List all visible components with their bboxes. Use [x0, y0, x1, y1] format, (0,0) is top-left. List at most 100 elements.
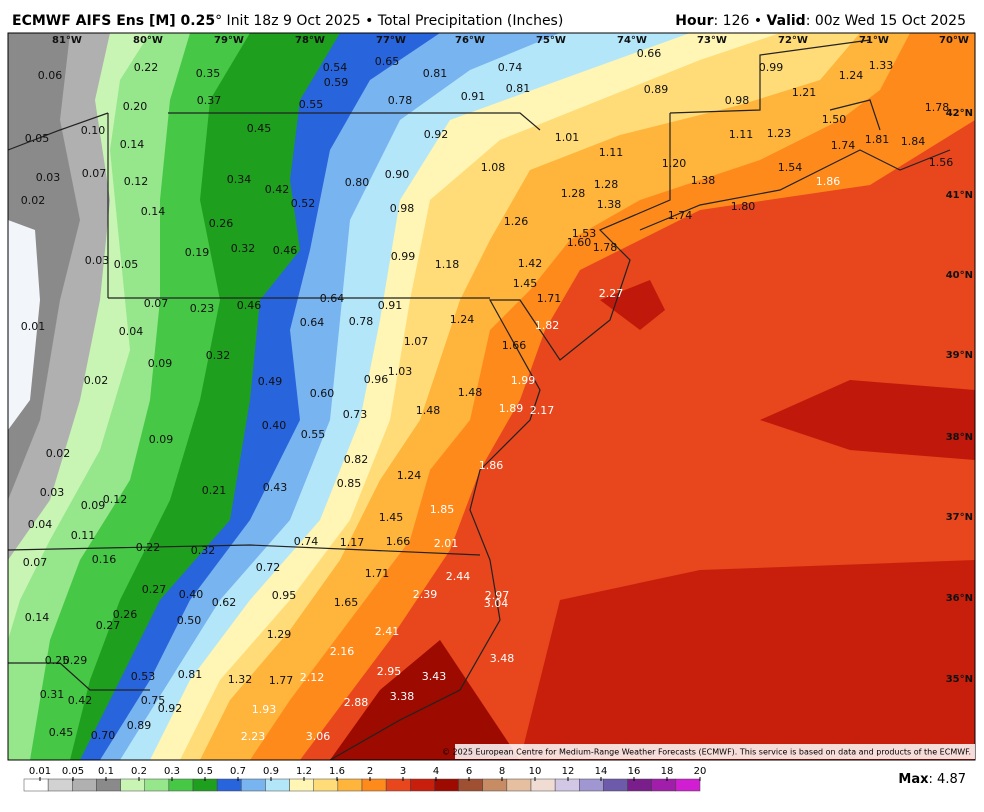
point-value: 0.98 [725, 94, 750, 107]
point-value: 0.59 [324, 76, 349, 89]
point-value: 0.14 [25, 611, 50, 624]
point-value: 0.10 [81, 124, 106, 137]
point-value: 1.24 [839, 69, 864, 82]
point-value: 1.38 [597, 198, 622, 211]
border [7, 112, 109, 151]
point-value: 1.45 [379, 511, 404, 524]
longitude-label: 80°W [133, 35, 163, 46]
legend-swatch [458, 778, 483, 792]
latitude-label: 41°N [946, 190, 973, 201]
point-value: 1.28 [594, 178, 619, 191]
precip-field [8, 33, 975, 760]
legend-swatch [241, 778, 266, 792]
longitude-label: 73°W [697, 35, 727, 46]
point-value: 1.89 [499, 402, 524, 415]
point-value: 0.27 [96, 619, 121, 632]
point-value: 0.32 [231, 242, 256, 255]
point-value: 3.04 [484, 597, 509, 610]
point-value: 0.45 [49, 726, 74, 739]
longitude-label: 75°W [536, 35, 566, 46]
border [8, 662, 150, 691]
point-value: 1.01 [555, 131, 580, 144]
point-value: 0.40 [262, 419, 287, 432]
point-value: 0.81 [506, 82, 531, 95]
point-value: 2.01 [434, 537, 459, 550]
point-value: 0.80 [345, 176, 370, 189]
point-value: 0.22 [136, 541, 161, 554]
point-value: 0.64 [320, 292, 345, 305]
point-value: 0.81 [178, 668, 203, 681]
legend-tick-label: 1.6 [329, 766, 345, 777]
point-value: 0.50 [177, 614, 202, 627]
legend-swatch [72, 778, 97, 792]
max-value: : 4.87 [929, 772, 966, 787]
point-value: 1.85 [430, 503, 455, 516]
legend-tick-label: 0.7 [230, 766, 246, 777]
point-value: 0.60 [310, 387, 335, 400]
point-value: 0.16 [92, 553, 117, 566]
copyright: © 2025 European Centre for Medium-Range … [442, 748, 971, 757]
legend-tick-label: 3 [400, 766, 406, 777]
point-value: 0.25 [45, 654, 70, 667]
point-value: 0.14 [141, 205, 166, 218]
point-value: 1.29 [267, 628, 292, 641]
legend-tick-label: 20 [694, 766, 707, 777]
point-value: 1.17 [340, 536, 365, 549]
point-value: 1.48 [416, 404, 441, 417]
point-value: 2.41 [375, 625, 400, 638]
title-rest: ° Init 18z 9 Oct 2025 • Total Precipitat… [215, 13, 563, 29]
point-value: 0.62 [212, 596, 237, 609]
point-value: 0.99 [759, 61, 784, 74]
point-value: 1.53 [572, 227, 597, 240]
point-value: 0.05 [114, 258, 139, 271]
legend-swatch [675, 778, 701, 792]
valid-value: : 00z Wed 15 Oct 2025 [806, 13, 966, 29]
legend-swatch [144, 778, 170, 792]
legend-tick-label: 0.3 [164, 766, 180, 777]
point-value: 1.33 [869, 59, 894, 72]
longitude-label: 72°W [778, 35, 808, 46]
point-value: 0.49 [258, 375, 283, 388]
point-value: 1.38 [691, 174, 716, 187]
point-value: 1.81 [865, 133, 890, 146]
field-darkred [330, 640, 520, 760]
point-value: 1.54 [778, 161, 803, 174]
legend-swatch [554, 778, 580, 792]
legend-swatch [506, 778, 532, 792]
legend-tick-label: 18 [661, 766, 674, 777]
point-value: 0.92 [424, 128, 449, 141]
point-value: 0.81 [423, 67, 448, 80]
map-frame [7, 32, 976, 761]
point-value: 1.78 [593, 241, 618, 254]
legend-tick-label: 12 [562, 766, 575, 777]
point-value: 0.09 [148, 357, 173, 370]
point-value: 1.66 [386, 535, 411, 548]
point-value: 0.06 [38, 69, 63, 82]
point-value: 1.60 [567, 236, 592, 249]
legend-swatch [289, 778, 314, 792]
longitude-label: 76°W [455, 35, 485, 46]
copyright-bg [455, 744, 975, 759]
point-value: 2.44 [446, 570, 471, 583]
point-value: 0.98 [390, 202, 415, 215]
border [669, 39, 871, 114]
point-value: 0.26 [113, 608, 138, 621]
point-value: 0.72 [256, 561, 281, 574]
point-value: 0.99 [391, 250, 416, 263]
point-value: 1.93 [252, 703, 277, 716]
legend-tick-label: 0.05 [62, 766, 84, 777]
border [7, 544, 481, 556]
point-value: 0.14 [120, 138, 145, 151]
point-value: 1.71 [537, 292, 562, 305]
coastline [329, 113, 671, 761]
valid-label: Valid [767, 13, 806, 29]
point-value: 1.42 [518, 257, 543, 270]
point-value: 0.64 [300, 316, 325, 329]
point-value: 0.20 [123, 100, 148, 113]
point-value: 1.86 [816, 175, 841, 188]
point-value: 1.32 [228, 673, 253, 686]
max: Max: 4.87 [898, 772, 966, 787]
longitude-label: 79°W [214, 35, 244, 46]
point-value: 0.54 [323, 61, 348, 74]
